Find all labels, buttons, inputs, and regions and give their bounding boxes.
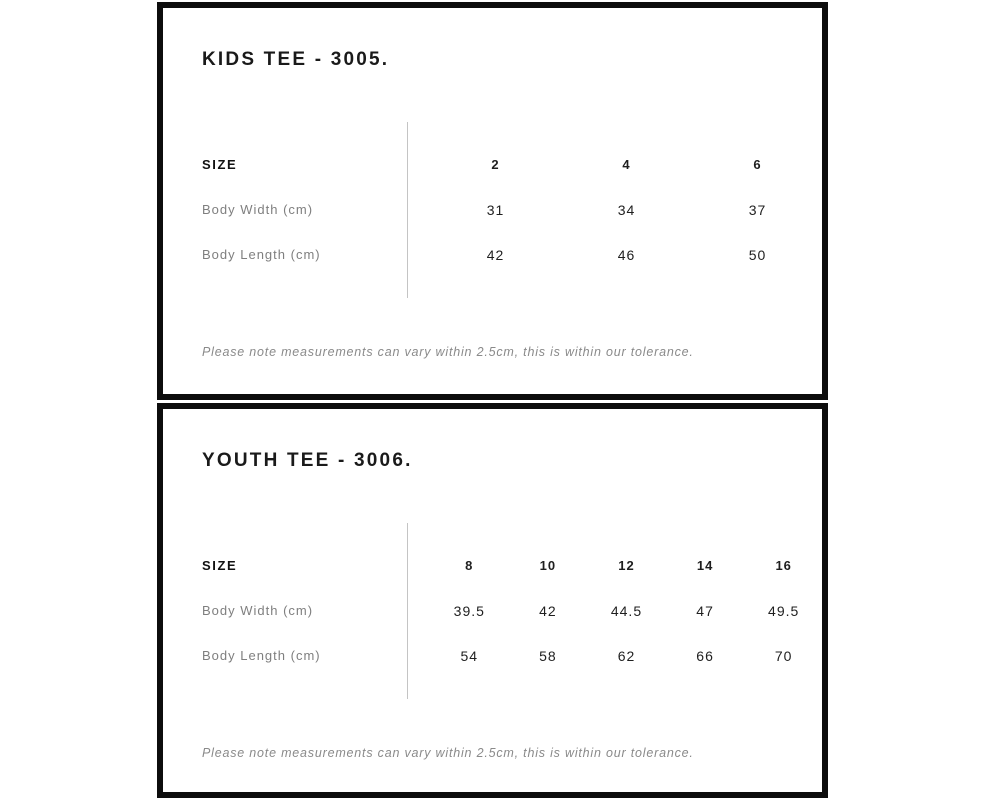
- size-header-row: SIZE 8 10 12 14 16: [202, 543, 823, 588]
- measurement-row: Body Width (cm) 31 34 37: [202, 187, 823, 232]
- measurement-value: 47: [696, 602, 714, 619]
- size-label: SIZE: [202, 558, 238, 573]
- size-value: 16: [775, 558, 792, 573]
- measurement-label: Body Width (cm): [202, 603, 314, 618]
- size-label: SIZE: [202, 157, 238, 172]
- measurement-value: 58: [539, 647, 557, 664]
- measurement-row: Body Length (cm) 54 58 62 66 70: [202, 633, 823, 678]
- tolerance-note: Please note measurements can vary within…: [202, 746, 694, 760]
- measurement-value: 39.5: [453, 602, 485, 619]
- size-header-row: SIZE 2 4 6: [202, 142, 823, 187]
- size-value: 6: [753, 157, 762, 172]
- size-values: 8 10 12 14 16: [430, 558, 823, 573]
- table-divider: [407, 523, 408, 699]
- size-value: 12: [618, 558, 635, 573]
- measurement-value: 44.5: [610, 602, 643, 619]
- size-value: 2: [491, 157, 500, 172]
- tolerance-note: Please note measurements can vary within…: [202, 345, 694, 359]
- measurement-label: Body Length (cm): [202, 648, 321, 663]
- measurement-value: 66: [696, 647, 714, 664]
- panel-title: KIDS TEE - 3005.: [202, 49, 390, 70]
- size-values: 2 4 6: [430, 157, 823, 172]
- measurement-value: 42: [486, 246, 505, 263]
- measurement-value: 31: [486, 201, 505, 218]
- measurement-label: Body Width (cm): [202, 202, 314, 217]
- size-chart-panel: YOUTH TEE - 3006. SIZE 8 10 12 14 16 Body Wi…: [157, 403, 828, 798]
- measurement-value: 70: [774, 647, 793, 664]
- measurement-value: 42: [539, 602, 557, 619]
- size-value: 10: [539, 558, 557, 573]
- measurement-value: 50: [748, 246, 767, 263]
- measurement-value: 46: [617, 246, 636, 263]
- table-divider: [407, 122, 408, 298]
- panel-title: YOUTH TEE - 3006.: [202, 450, 413, 471]
- measurement-row: Body Width (cm) 39.5 42 44.5 47 49.5: [202, 588, 823, 633]
- measurement-values: 39.5 42 44.5 47 49.5: [430, 603, 823, 619]
- measurement-value: 54: [460, 647, 479, 664]
- measurement-value: 37: [748, 201, 767, 218]
- measurement-value: 34: [617, 201, 636, 218]
- size-table: SIZE 8 10 12 14 16 Body Width (cm) 39.5 42 44.5…: [202, 523, 823, 699]
- size-value: 8: [465, 558, 474, 573]
- measurement-values: 42 46 50: [430, 247, 823, 263]
- measurement-values: 31 34 37: [430, 202, 823, 218]
- measurement-value: 49.5: [768, 602, 800, 619]
- size-value: 4: [622, 157, 631, 172]
- size-value: 14: [696, 558, 714, 573]
- measurement-values: 54 58 62 66 70: [430, 648, 823, 664]
- measurement-label: Body Length (cm): [202, 247, 321, 262]
- measurement-row: Body Length (cm) 42 46 50: [202, 232, 823, 277]
- measurement-value: 62: [617, 647, 636, 664]
